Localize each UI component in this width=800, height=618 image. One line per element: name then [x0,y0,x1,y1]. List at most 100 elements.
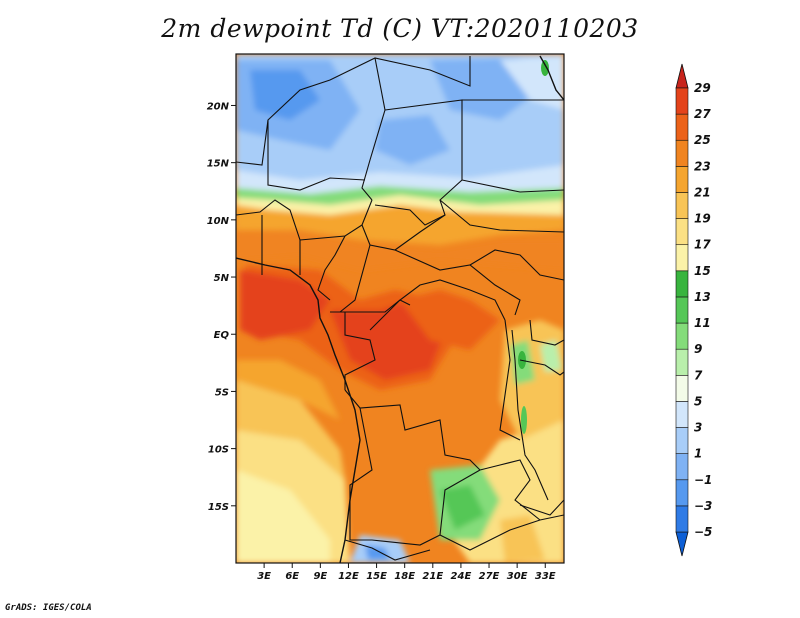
border-namibia [344,539,431,561]
lon-tick-label: 12E [338,571,359,582]
lon-tick-label: 18E [394,571,415,582]
border-nigeria-north [299,199,373,241]
border-uganda-kenya [529,319,564,346]
rift-lakes-outline [511,329,549,501]
border-sudan-south [461,179,564,193]
border-zambia-malawi [479,459,541,521]
border-niger-chad [361,57,386,201]
colorbar-level-label: −3 [694,499,712,513]
lat-tick-label: 5S [215,387,229,398]
lon-tick-label: 33E [535,571,556,582]
lon-tick-label: 9E [313,571,327,582]
colorbar-top-arrow [675,63,689,89]
colorbar-segment [675,453,689,481]
border-mozambique [519,499,564,516]
longitude-axis: 3E 6E 9E 12E 15E 18E 21E 24E 27E 30E 33E [257,563,556,582]
border-sahara-north [236,56,471,166]
lat-tick-label: EQ [214,330,230,341]
lon-tick-label: 30E [507,571,528,582]
colorbar-level-label: 19 [694,212,711,226]
field-tibesti-1c [375,115,450,165]
border-south-sudan [439,199,564,233]
border-tanzania-north [519,359,564,376]
colorbar-segment [675,270,689,298]
border-gabon-congo [344,312,376,390]
colorbar-segment [675,479,689,507]
colorbar-segment [675,348,689,376]
field-south-west-13c [236,470,330,563]
colorbar-level-label: −5 [694,525,712,539]
lon-tick-label: 3E [257,571,271,582]
dewpoint-field [236,54,564,563]
field-angola-coast-19c [236,360,340,420]
colorbar-segment [675,322,689,350]
border-chad [374,99,463,226]
lat-tick-label: 10S [208,445,229,456]
border-drc-angola [344,389,481,471]
colorbar-level-label: 11 [694,316,711,330]
lake-tanganyika-spot [521,406,527,434]
colorbar-segment [675,374,689,402]
lat-tick-label: 10N [207,216,230,227]
colorbar-segment [675,166,689,193]
colorbar-segment [675,427,689,454]
colorbar-level-label: −1 [694,473,712,487]
colorbar-level-label: 3 [694,421,702,435]
border-nigeria-cameroon [317,235,346,301]
colorbar-segment [675,192,689,219]
nile-delta-spot [541,60,549,76]
lon-tick-label: 27E [479,571,500,582]
lon-tick-label: 6E [285,571,299,582]
red-sea-coastline [539,55,564,101]
field-kenya-11c [540,340,562,372]
colorbar-level-label: 7 [694,368,703,382]
field-south-west-17c [236,380,345,480]
field-mozambique-17c [500,515,545,563]
colorbar-level-label: 23 [694,159,711,173]
coastline [236,55,564,563]
colorbar-level-label: 17 [694,238,711,252]
chart-title: 2m dewpoint Td (C) VT:2020110203 [161,14,639,43]
field-northeast-congo-23c [400,290,500,350]
colorbar-bottom-arrow [675,531,689,557]
border-south-zambezi [439,514,564,551]
border-angola-zambia [349,407,481,546]
border-west-africa [236,199,301,275]
grads-credit: GrADS: IGES/COLA [5,603,92,613]
colorbar-segment [675,244,689,272]
colorbar-level-label: 25 [694,133,711,147]
border-drc-east [499,319,521,441]
lon-tick-label: 21E [422,571,443,582]
map-frame [235,53,565,564]
colorbar-level-label: 21 [694,185,711,199]
field-sahara-west-core [250,70,320,120]
border-drc-north [369,279,506,331]
colorbar-level-label: 9 [694,342,702,356]
colorbar-level-label: 29 [694,81,711,95]
border-car-drc [394,249,521,316]
lon-tick-label: 24E [451,571,472,582]
border-cameroon-car [330,244,371,313]
colorbar-segment [675,139,689,167]
lat-tick-label: 5N [214,273,230,284]
latitude-axis: 20N 15N 10N 5N EQ 5S 10S 15S [207,101,236,513]
colorbar-level-label: 13 [694,290,711,304]
colorbar-segment [675,296,689,324]
field-gulf-coast-25c [240,270,330,340]
colorbar-level-label: 27 [694,107,711,121]
colorbar-level-label: 15 [694,264,711,278]
atlantic-coastline [236,257,361,563]
border-mali-niger [267,120,366,191]
map-plot-area [236,54,564,563]
colorbar-segment [675,505,689,533]
lon-tick-label: 15E [366,571,387,582]
colorbar-segment [675,401,689,428]
field-south-blue-core [365,545,390,560]
colorbar-level-label: 5 [694,394,702,408]
border-congo-north [340,299,411,313]
field-zambia-7c [440,485,485,530]
colorbar-segment [675,218,689,246]
colorbar-level-label: 1 [694,447,702,461]
